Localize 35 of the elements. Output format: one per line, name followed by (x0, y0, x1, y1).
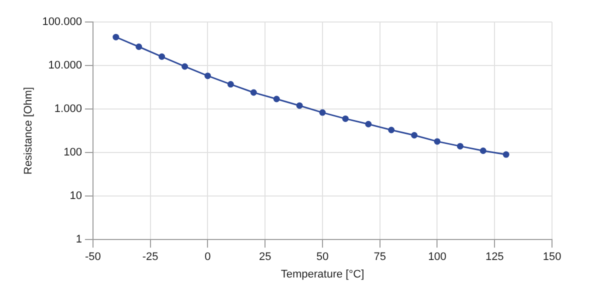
point (273, 96, 280, 102)
point (250, 89, 257, 96)
point (342, 115, 349, 122)
point (204, 72, 211, 80)
x-tick-label: 50 (316, 251, 329, 264)
x-tick-label: 150 (542, 251, 562, 264)
y-axis-title: Resistance [Ohm] (22, 87, 35, 175)
x-axis-title: Temperature [°C] (280, 268, 364, 280)
point (319, 109, 326, 116)
y-tick-label: 10.000 (48, 60, 82, 72)
point (227, 81, 234, 88)
x-tick-label: 0 (204, 251, 211, 264)
point (296, 102, 303, 109)
x-tick-label: -25 (142, 251, 158, 264)
y-tick-label: 100 (64, 146, 82, 159)
x-tick-label: 25 (258, 251, 272, 264)
x-tick-label: 75 (374, 251, 386, 264)
point (365, 120, 372, 128)
x-tick-label: 100 (428, 251, 446, 264)
point (480, 148, 486, 154)
point (434, 138, 440, 145)
point (456, 142, 464, 150)
point (182, 63, 188, 70)
point (112, 34, 120, 40)
y-tick-label: 100.000 (42, 16, 82, 28)
x-tick-label: 125 (485, 251, 504, 264)
x-tick-label: -50 (85, 251, 101, 264)
y-tick-label: 1.000 (54, 103, 82, 116)
point (502, 151, 510, 158)
point (388, 126, 395, 134)
y-tick-label: 1 (76, 234, 82, 246)
y-tick-label: 10 (70, 190, 82, 202)
point (136, 43, 142, 50)
point (411, 132, 418, 138)
point (158, 53, 166, 60)
